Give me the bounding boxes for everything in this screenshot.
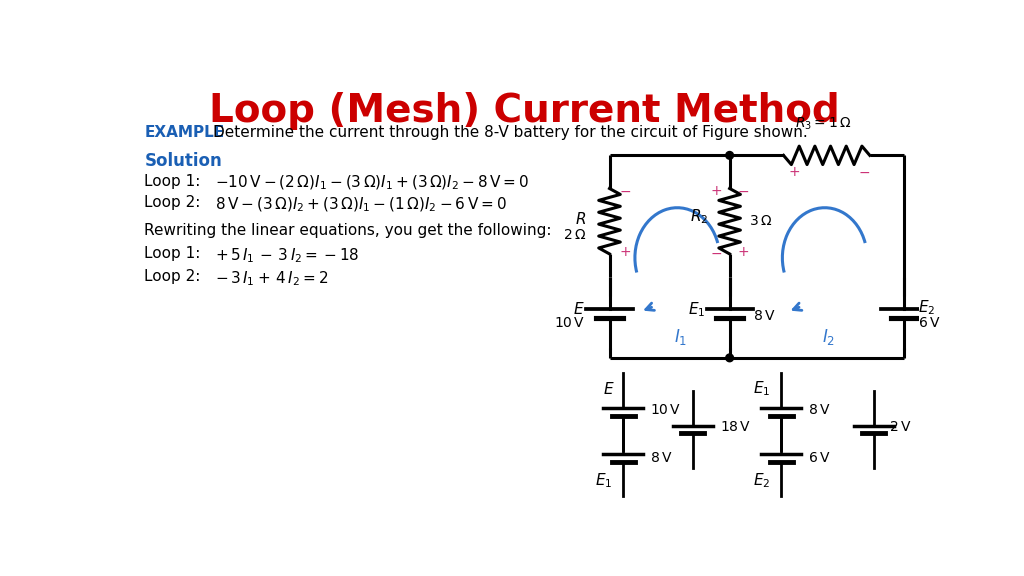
Text: $E_2$: $E_2$	[919, 298, 936, 317]
Text: $E$: $E$	[573, 301, 585, 317]
Text: $8\,\mathrm{V}$: $8\,\mathrm{V}$	[753, 309, 775, 323]
Text: $-\,3\,I_1 +\,4\,I_2 = 2$: $-\,3\,I_1 +\,4\,I_2 = 2$	[215, 270, 329, 288]
Text: $-$: $-$	[737, 184, 750, 198]
Text: $+\,5\,I_1\,-\,3\,I_2 = -18$: $+\,5\,I_1\,-\,3\,I_2 = -18$	[215, 246, 359, 265]
Text: $10\,\mathrm{V}$: $10\,\mathrm{V}$	[650, 403, 682, 417]
Text: $8\,\mathrm{V}$: $8\,\mathrm{V}$	[808, 403, 830, 417]
Text: $10\,\mathrm{V}$: $10\,\mathrm{V}$	[554, 316, 585, 330]
Text: Loop 1:: Loop 1:	[144, 246, 201, 262]
Text: Determine the current through the 8-V battery for the circuit of Figure shown.: Determine the current through the 8-V ba…	[213, 126, 808, 141]
Text: $R_3 = 1\,\Omega$: $R_3 = 1\,\Omega$	[796, 116, 852, 132]
Text: $6\,\mathrm{V}$: $6\,\mathrm{V}$	[808, 451, 830, 465]
Text: Solution: Solution	[144, 152, 222, 170]
Text: $-$: $-$	[858, 165, 870, 179]
Text: $2\,\Omega$: $2\,\Omega$	[563, 228, 587, 242]
Text: $6\,\mathrm{V}$: $6\,\mathrm{V}$	[919, 316, 941, 330]
Circle shape	[726, 354, 733, 362]
Text: $E$: $E$	[602, 381, 614, 397]
Text: $2\,\mathrm{V}$: $2\,\mathrm{V}$	[889, 420, 911, 434]
Text: $+$: $+$	[737, 245, 750, 259]
Text: $I_2$: $I_2$	[822, 327, 836, 347]
Text: $E_1$: $E_1$	[753, 380, 770, 398]
Text: $8\,\mathrm{V}$: $8\,\mathrm{V}$	[650, 451, 673, 465]
Text: $E_1$: $E_1$	[595, 472, 612, 490]
Text: $+$: $+$	[618, 245, 631, 259]
Text: $18\,\mathrm{V}$: $18\,\mathrm{V}$	[720, 420, 751, 434]
Text: $-10\,\mathrm{V} - (2\,\Omega)I_1 - (3\,\Omega)I_1 + (3\,\Omega)I_2 - 8\,\mathrm: $-10\,\mathrm{V} - (2\,\Omega)I_1 - (3\,…	[215, 174, 529, 192]
Text: Loop 1:: Loop 1:	[144, 174, 201, 189]
Text: Loop 2:: Loop 2:	[144, 270, 201, 285]
Text: $R_2$: $R_2$	[690, 207, 708, 226]
Text: $R$: $R$	[575, 211, 587, 228]
Text: $E_1$: $E_1$	[688, 300, 705, 319]
Text: Rewriting the linear equations, you get the following:: Rewriting the linear equations, you get …	[144, 223, 552, 238]
Text: Loop 2:: Loop 2:	[144, 195, 201, 210]
Text: $-$: $-$	[710, 245, 722, 259]
Text: +: +	[788, 165, 800, 179]
Text: $8\,\mathrm{V} - (3\,\Omega)I_2 + (3\,\Omega)I_1 - (1\,\Omega)I_2 - 6\,\mathrm{V: $8\,\mathrm{V} - (3\,\Omega)I_2 + (3\,\O…	[215, 195, 507, 214]
Text: EXAMPLE: EXAMPLE	[144, 126, 224, 141]
Text: Loop (Mesh) Current Method: Loop (Mesh) Current Method	[210, 92, 840, 130]
Text: $I_1$: $I_1$	[675, 327, 688, 347]
Text: $+$: $+$	[710, 184, 722, 198]
Text: $-$: $-$	[618, 184, 631, 198]
Circle shape	[726, 151, 733, 159]
Text: $3\,\Omega$: $3\,\Omega$	[749, 214, 772, 228]
Text: $E_2$: $E_2$	[753, 472, 770, 490]
